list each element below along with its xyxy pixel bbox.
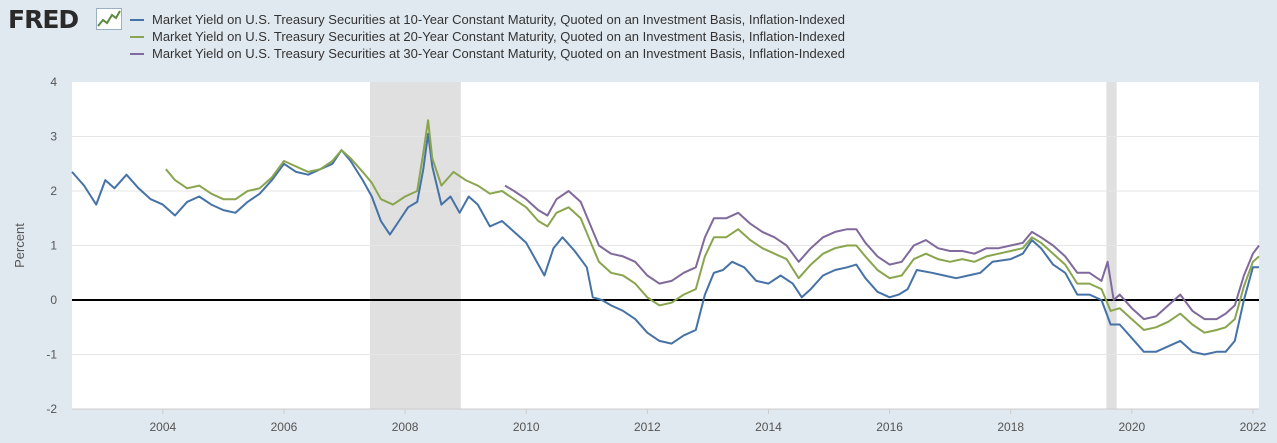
x-tick-label: 2004: [149, 420, 176, 434]
x-tick-label: 2014: [755, 420, 782, 434]
legend-swatch-20-year: [130, 35, 144, 38]
y-tick-label: 2: [50, 184, 57, 198]
x-tick-label: 2020: [1118, 420, 1145, 434]
y-axis-label: Percent: [12, 223, 27, 268]
legend-swatch-10-year: [130, 18, 144, 21]
chart-legend: Market Yield on U.S. Treasury Securities…: [130, 11, 845, 62]
legend-label-30-year: Market Yield on U.S. Treasury Securities…: [152, 46, 845, 61]
legend-label-10-year: Market Yield on U.S. Treasury Securities…: [152, 12, 845, 27]
y-tick-label: -1: [46, 348, 57, 362]
chart-line-icon: [96, 8, 122, 30]
logo-text: FRED: [8, 5, 79, 34]
x-tick-label: 2012: [634, 420, 661, 434]
x-tick-label: 2006: [271, 420, 298, 434]
fred-logo[interactable]: FRED: [8, 5, 79, 34]
legend-item-30-year[interactable]: Market Yield on U.S. Treasury Securities…: [130, 45, 845, 62]
legend-item-20-year[interactable]: Market Yield on U.S. Treasury Securities…: [130, 28, 845, 45]
legend-label-20-year: Market Yield on U.S. Treasury Securities…: [152, 29, 845, 44]
legend-item-10-year[interactable]: Market Yield on U.S. Treasury Securities…: [130, 11, 845, 28]
x-tick-label: 2010: [513, 420, 540, 434]
series-line-20-year: [165, 119, 1260, 334]
series-line-30-year: [504, 184, 1260, 321]
legend-swatch-30-year: [130, 52, 144, 55]
y-tick-label: 1: [50, 239, 57, 253]
x-tick-label: 2018: [997, 420, 1024, 434]
x-tick-label: 2022: [1240, 420, 1267, 434]
y-tick-label: 4: [50, 75, 57, 89]
y-tick-label: 0: [50, 293, 57, 307]
series-line-10-year: [71, 132, 1259, 356]
y-tick-label: 3: [50, 130, 57, 144]
x-tick-label: 2016: [876, 420, 903, 434]
y-tick-label: -2: [46, 402, 57, 416]
x-tick-label: 2008: [392, 420, 419, 434]
